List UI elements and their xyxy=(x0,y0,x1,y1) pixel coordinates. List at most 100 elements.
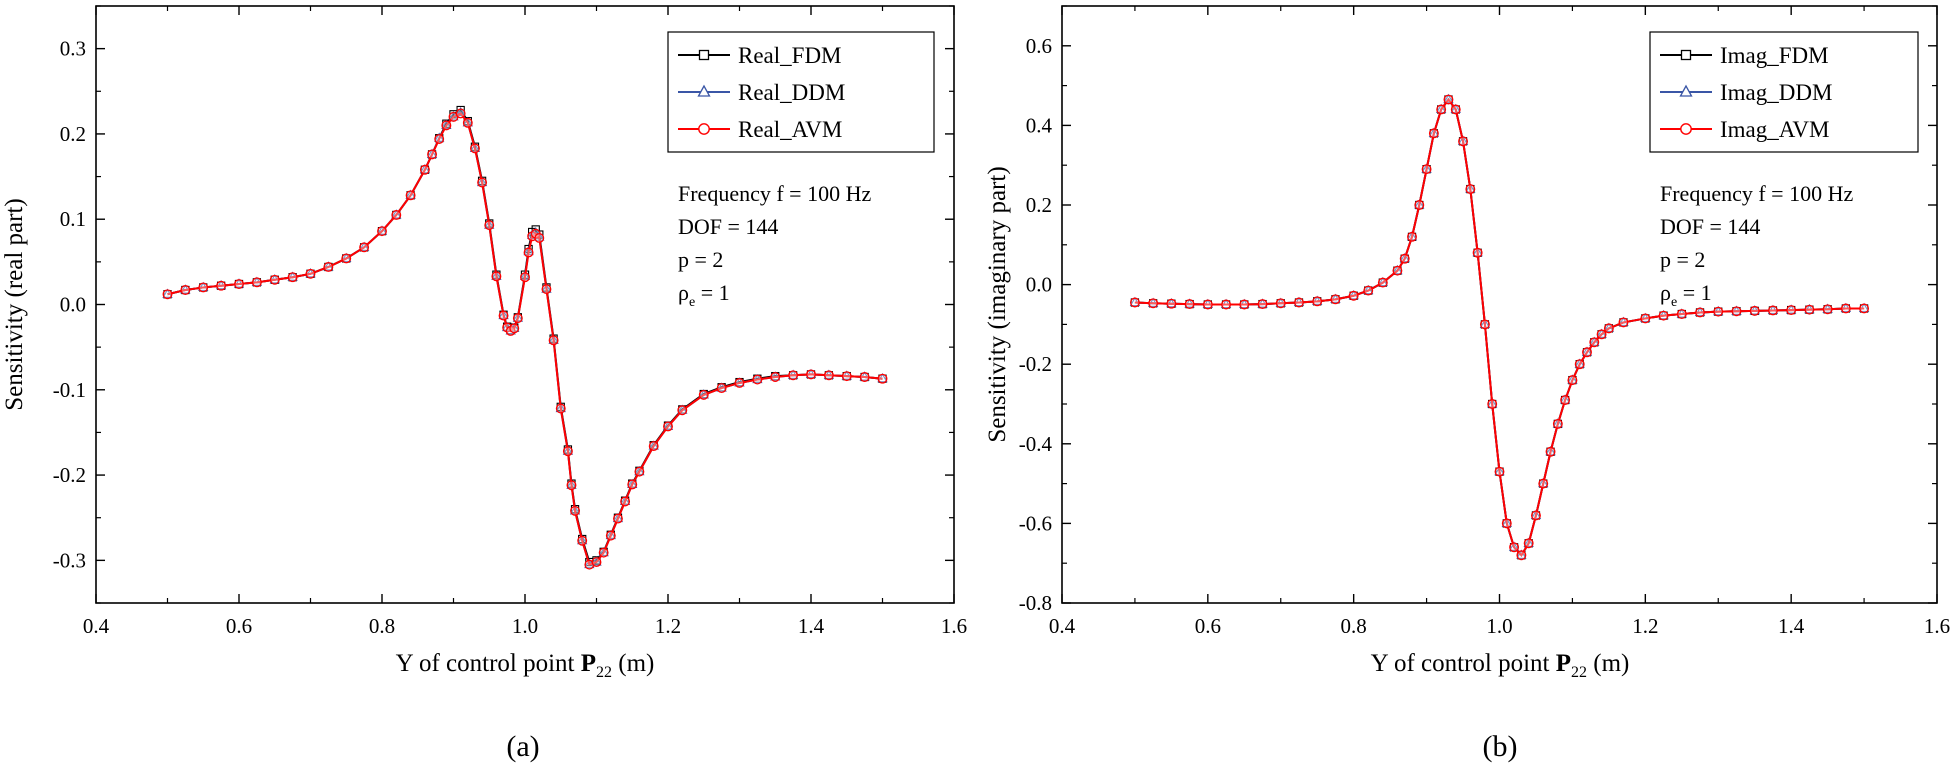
data-point xyxy=(1603,323,1614,334)
data-point xyxy=(509,322,520,332)
x-axis-label-subscript: 22 xyxy=(596,664,612,681)
data-point xyxy=(1640,313,1651,324)
data-point xyxy=(1767,305,1778,316)
data-point xyxy=(1676,309,1687,320)
legend-marker-circle xyxy=(698,123,710,135)
data-point xyxy=(491,271,502,282)
legend-label: Imag_FDM xyxy=(1720,43,1829,68)
data-point xyxy=(1567,374,1578,384)
y-axis-label: Sensitivity (real part) xyxy=(1,198,28,410)
chart-a: 0.4 0.6 0.8 1.0 1.2 1.4 1.6 -0.3 -0.2 -0.1 0.0 0.1 0… xyxy=(1,5,967,681)
data-point xyxy=(806,369,816,380)
data-point xyxy=(162,289,173,300)
series-line-Real_AVM xyxy=(167,112,883,566)
data-point xyxy=(1443,93,1454,104)
data-point xyxy=(1421,164,1432,175)
data-point xyxy=(1465,184,1476,195)
data-point xyxy=(376,225,388,235)
legend-marker-square xyxy=(1680,49,1692,61)
data-point xyxy=(634,465,645,476)
data-point xyxy=(1859,303,1870,314)
data-point xyxy=(627,478,638,489)
data-point xyxy=(405,189,416,199)
data-point xyxy=(1658,310,1669,321)
data-point xyxy=(1294,297,1304,308)
series-Real_DDM xyxy=(162,106,888,569)
data-point xyxy=(698,389,709,400)
annotation-line: DOF = 144 xyxy=(1660,214,1760,239)
legend-marker-square xyxy=(698,49,710,61)
data-point xyxy=(823,370,834,381)
series-Real_FDM xyxy=(163,105,887,567)
data-point xyxy=(269,274,280,285)
data-point xyxy=(1414,200,1425,210)
data-point xyxy=(1458,136,1468,147)
data-point xyxy=(677,405,688,416)
data-point xyxy=(1407,231,1417,242)
legend-label: Real_AVM xyxy=(738,117,842,142)
data-point xyxy=(509,323,520,334)
data-point xyxy=(1731,306,1742,317)
data-point xyxy=(470,143,480,154)
data-point xyxy=(1363,285,1374,296)
data-point xyxy=(548,335,559,346)
y-axis-label: Sensitivity (imaginary part) xyxy=(984,166,1011,442)
data-point xyxy=(234,279,244,289)
data-point xyxy=(770,372,781,382)
data-point xyxy=(426,148,438,158)
x-tick-label: 1.6 xyxy=(941,614,967,638)
data-point xyxy=(1695,307,1705,318)
legend-marker-triangle xyxy=(1679,84,1693,97)
caption-a: (a) xyxy=(506,730,539,763)
data-point xyxy=(1589,336,1600,346)
annotation-rho-symbol: ρ xyxy=(1660,280,1671,305)
data-point xyxy=(648,440,659,450)
x-axis-label-symbol: P xyxy=(1556,650,1571,677)
data-point xyxy=(1509,542,1520,553)
x-axis-label-text: Y of control point xyxy=(396,650,581,677)
x-axis-label-unit: (m) xyxy=(612,650,654,677)
legend-label: Real_FDM xyxy=(738,43,842,68)
data-point xyxy=(1399,253,1410,264)
x-tick-label: 1.0 xyxy=(512,614,538,638)
data-point xyxy=(1523,537,1534,547)
x-axis-label-subscript: 22 xyxy=(1571,664,1587,681)
series-line-Imag_AVM xyxy=(1134,97,1865,557)
annotation-rho-symbol: ρ xyxy=(678,280,689,305)
annotation-line: Frequency f = 100 Hz xyxy=(1660,181,1853,206)
annotation-line: Frequency f = 100 Hz xyxy=(678,181,871,206)
data-point xyxy=(1618,317,1629,328)
data-point xyxy=(1523,538,1534,549)
data-point xyxy=(1348,290,1359,301)
data-point xyxy=(1202,299,1213,310)
data-point xyxy=(1166,298,1177,309)
data-point xyxy=(605,530,616,541)
y-tick-label: 0.3 xyxy=(60,37,86,61)
data-point xyxy=(441,119,452,129)
legend-label: Imag_AVM xyxy=(1720,117,1829,142)
annotation-rho-subscript: e xyxy=(1671,295,1677,310)
annotation-line: p = 2 xyxy=(1660,247,1705,272)
annotation-rho: ρe = 1 xyxy=(678,280,730,310)
data-point xyxy=(434,134,445,144)
data-point xyxy=(734,378,745,388)
data-point xyxy=(566,480,577,491)
data-point xyxy=(1596,329,1607,340)
y-tick-label: -0.8 xyxy=(1019,591,1052,615)
series-Real_AVM xyxy=(162,108,888,570)
series-line-Imag_FDM xyxy=(1134,97,1865,557)
data-point xyxy=(788,370,799,381)
y-tick-label: 0.1 xyxy=(60,207,86,231)
data-point xyxy=(841,371,852,382)
data-point xyxy=(419,164,431,174)
data-point xyxy=(441,120,452,131)
data-point xyxy=(391,209,402,220)
legend: Real_FDM Real_DDM Real_AVM xyxy=(667,31,935,153)
data-point xyxy=(405,190,416,201)
data-point xyxy=(198,282,209,293)
y-tick-label: -0.4 xyxy=(1019,432,1053,456)
data-point xyxy=(1786,305,1797,316)
data-point xyxy=(1589,337,1600,348)
data-point xyxy=(1487,399,1498,409)
